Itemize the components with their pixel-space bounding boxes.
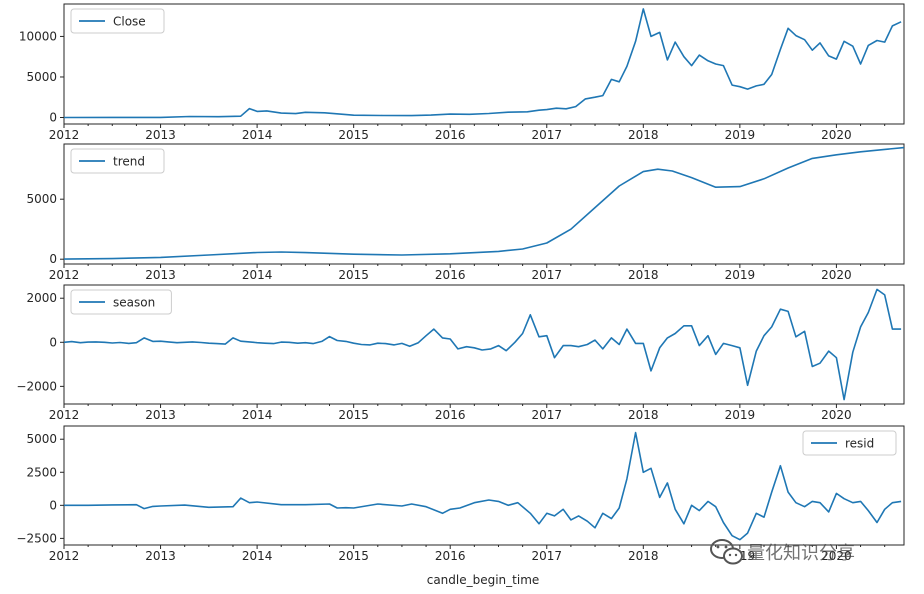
y-tick-label: −2000 bbox=[16, 379, 57, 393]
x-tick-label: 2018 bbox=[628, 128, 659, 142]
y-tick-label: 2500 bbox=[26, 465, 57, 479]
series-line-close bbox=[63, 8, 902, 119]
plot-frame bbox=[63, 143, 905, 265]
x-tick-label: 2014 bbox=[242, 268, 273, 282]
legend-label: trend bbox=[113, 155, 145, 169]
y-tick-label: 5000 bbox=[26, 192, 57, 206]
legend-box bbox=[70, 8, 165, 34]
x-tick-label: 2013 bbox=[145, 128, 176, 142]
x-tick-label: 2018 bbox=[628, 408, 659, 422]
x-tick-label: 2012 bbox=[49, 549, 80, 563]
x-tick-label: 2019 bbox=[725, 128, 756, 142]
legend-box bbox=[802, 430, 897, 456]
series-line-trend bbox=[63, 146, 905, 260]
x-tick-label: 2016 bbox=[435, 128, 466, 142]
x-tick-label: 2016 bbox=[435, 268, 466, 282]
x-tick-label: 2017 bbox=[531, 128, 562, 142]
x-tick-label: 2019 bbox=[725, 408, 756, 422]
y-tick-label: 2000 bbox=[26, 291, 57, 305]
x-tick-label: 2012 bbox=[49, 128, 80, 142]
y-tick-label: −2500 bbox=[16, 531, 57, 545]
x-tick-label: 2018 bbox=[628, 268, 659, 282]
x-tick-label: 2016 bbox=[435, 408, 466, 422]
series-line-resid bbox=[64, 431, 902, 541]
legend-label: Close bbox=[113, 15, 146, 29]
y-tick-label: 5000 bbox=[26, 432, 57, 446]
x-tick-label: 2015 bbox=[338, 128, 369, 142]
y-tick-label: 10000 bbox=[19, 29, 57, 43]
watermark: 量化知识分享 bbox=[710, 539, 855, 565]
season-panel: −2000 0 2000 2012 2013 2014 2015 2016 2017 2018 20… bbox=[16, 284, 905, 422]
legend-box bbox=[70, 289, 172, 315]
x-tick-label: 2013 bbox=[145, 268, 176, 282]
x-tick-label: 2014 bbox=[242, 408, 273, 422]
x-tick-label: 2018 bbox=[628, 549, 659, 563]
x-tick-label: 2014 bbox=[242, 549, 273, 563]
x-tick-label: 2019 bbox=[725, 268, 756, 282]
x-tick-label: 2017 bbox=[531, 408, 562, 422]
trend-panel: 0 5000 2012 2013 2014 2015 2016 2017 2018 2019 202… bbox=[26, 143, 905, 282]
x-tick-label: 2016 bbox=[435, 549, 466, 563]
y-tick-label: 5000 bbox=[26, 70, 57, 84]
x-tick-label: 2015 bbox=[338, 549, 369, 563]
plot-frame bbox=[63, 425, 905, 546]
x-tick-label: 2014 bbox=[242, 128, 273, 142]
plot-frame bbox=[63, 284, 905, 405]
watermark-text: 量化知识分享 bbox=[747, 543, 855, 564]
x-tick-label: 2012 bbox=[49, 268, 80, 282]
legend-label: resid bbox=[845, 437, 874, 451]
resid-panel: −2500 0 2500 5000 2012 2013 2014 2015 2016 2017 20… bbox=[16, 425, 905, 563]
y-tick-label: 0 bbox=[49, 498, 57, 512]
x-tick-label: 2012 bbox=[49, 408, 80, 422]
x-tick-label: 2020 bbox=[821, 408, 852, 422]
wechat-icon bbox=[710, 539, 743, 565]
x-tick-label: 2020 bbox=[821, 268, 852, 282]
x-tick-label: 2020 bbox=[821, 128, 852, 142]
plot-frame bbox=[63, 3, 905, 125]
legend: season bbox=[70, 289, 172, 315]
legend-box bbox=[70, 148, 165, 174]
legend: resid bbox=[802, 430, 897, 456]
x-tick-label: 2013 bbox=[145, 408, 176, 422]
y-tick-label: 0 bbox=[49, 335, 57, 349]
x-tick-label: 2013 bbox=[145, 549, 176, 563]
legend-label: season bbox=[113, 296, 155, 310]
close-panel: 0 5000 10000 2012 2013 2014 2015 2016 2017 2018 20… bbox=[19, 3, 905, 142]
x-tick-label: 2015 bbox=[338, 268, 369, 282]
x-tick-label: 2017 bbox=[531, 549, 562, 563]
x-axis-label: candle_begin_time bbox=[427, 573, 540, 587]
legend: Close bbox=[70, 8, 165, 34]
y-tick-label: 0 bbox=[49, 252, 57, 266]
y-tick-label: 0 bbox=[49, 111, 57, 125]
x-tick-label: 2017 bbox=[531, 268, 562, 282]
x-tick-label: 2020 bbox=[821, 549, 852, 563]
x-tick-label: 2015 bbox=[338, 408, 369, 422]
series-line-season bbox=[63, 288, 902, 401]
legend: trend bbox=[70, 148, 165, 174]
